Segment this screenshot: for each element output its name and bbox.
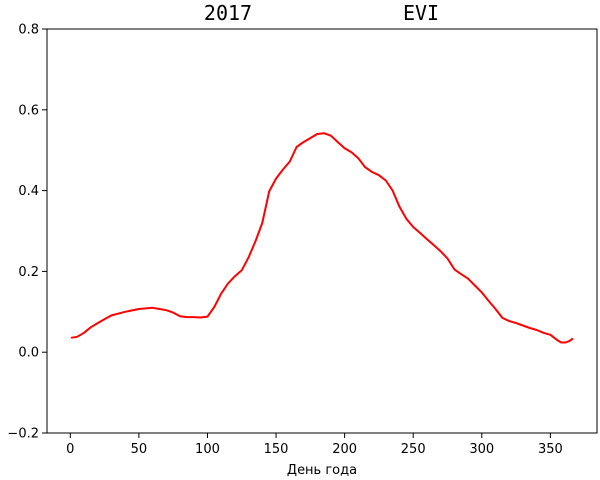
- x-tick-label: 250: [401, 442, 426, 457]
- x-tick-label: 200: [332, 442, 357, 457]
- y-tick-label: 0.4: [18, 184, 39, 199]
- chart-title-index: EVI: [403, 1, 439, 25]
- x-tick-label: 50: [131, 442, 148, 457]
- y-tick-label: 0.0: [18, 346, 39, 361]
- x-tick-label: 100: [195, 442, 220, 457]
- x-tick-label: 0: [66, 442, 74, 457]
- y-axis-ticks: −0.2 0.0 0.2 0.4 0.6 0.8: [7, 23, 47, 442]
- x-axis-label: День года: [287, 463, 357, 478]
- x-axis-ticks: 0 50 100 150 200 250 300 350: [66, 433, 563, 457]
- y-tick-label: −0.2: [7, 427, 39, 442]
- plot-frame: [46, 28, 598, 434]
- x-tick-label: 300: [469, 442, 494, 457]
- y-tick-label: 0.8: [18, 23, 39, 38]
- y-tick-label: 0.2: [18, 265, 39, 280]
- x-tick-label: 350: [538, 442, 563, 457]
- evi-series-line: [70, 132, 574, 344]
- y-tick-label: 0.6: [18, 103, 39, 118]
- series-lines: [70, 132, 574, 344]
- x-tick-label: 150: [264, 442, 289, 457]
- chart-title-year: 2017: [204, 1, 252, 25]
